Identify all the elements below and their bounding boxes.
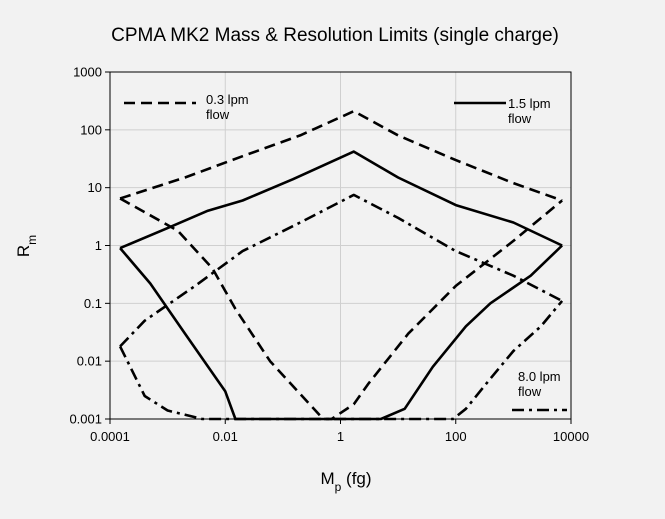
chart-title: CPMA MK2 Mass & Resolution Limits (singl…: [111, 25, 559, 46]
x-axis-title: Mp (fg): [320, 469, 371, 494]
legend-label: 0.3 lpm: [206, 92, 249, 107]
legend-label: flow: [206, 107, 230, 122]
y-tick-label: 10: [88, 180, 102, 195]
legend-label: flow: [508, 111, 532, 126]
series-line-1-upper: [119, 109, 563, 202]
y-tick-label: 0.01: [77, 354, 102, 369]
y-tick-label: 100: [80, 122, 102, 137]
series-2: [119, 150, 564, 421]
y-tick-label: 1: [95, 238, 102, 253]
y-tick-label: 1000: [73, 65, 102, 80]
series-line-2-upper: [119, 150, 563, 250]
series-line-2-lower: [119, 244, 564, 421]
x-tick-label: 100: [445, 429, 467, 444]
series-line-3-upper: [119, 193, 563, 348]
series-3: [118, 193, 564, 421]
legend-label: 8.0 lpm: [518, 369, 561, 384]
legend-label: 1.5 lpm: [508, 96, 551, 111]
y-tick-label: 0.1: [84, 296, 102, 311]
x-tick-label: 1: [337, 429, 344, 444]
x-tick-label: 0.01: [213, 429, 238, 444]
x-tick-label: 10000: [553, 429, 589, 444]
y-tick-label: 0.001: [69, 412, 102, 427]
tick-labels: 0.001 0.01 0.1 1 10 100 1000 0.0001 0.01 1 100 1000…: [69, 65, 589, 445]
y-axis-title: Rm: [14, 235, 39, 257]
series-line-3-lower: [118, 300, 564, 421]
x-tick-label: 0.0001: [90, 429, 130, 444]
legend-label: flow: [518, 384, 542, 399]
